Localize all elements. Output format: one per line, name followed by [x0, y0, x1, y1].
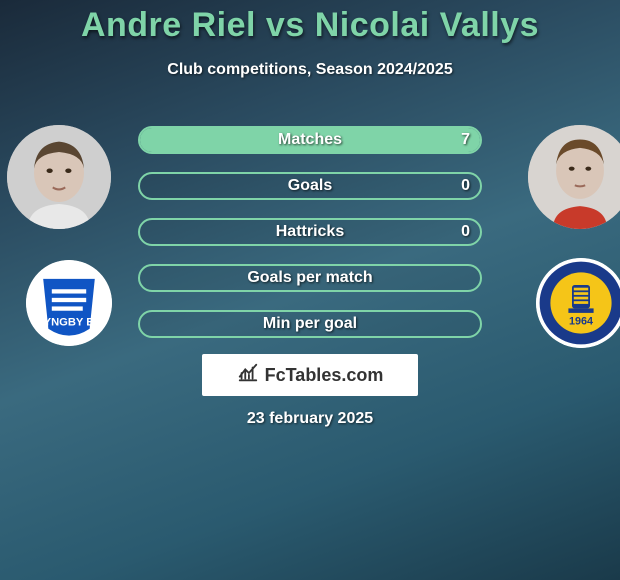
stat-row: Matches 7 [138, 126, 482, 154]
page-title: Andre Riel vs Nicolai Vallys [0, 0, 620, 45]
date-text: 23 february 2025 [0, 410, 620, 428]
club-right-logo: 1964 [536, 258, 620, 348]
stat-label: Min per goal [140, 312, 480, 336]
stat-label: Goals [140, 174, 480, 198]
svg-text:YNGBY B: YNGBY B [44, 316, 95, 328]
stat-row: Hattricks 0 [138, 218, 482, 246]
stat-value-right: 0 [451, 174, 480, 198]
club-left-logo: YNGBY B [26, 260, 112, 346]
stat-bars: Matches 7 Goals 0 Hattricks 0 Goals per … [138, 126, 482, 356]
club-right-year: 1964 [569, 316, 593, 328]
stat-row: Min per goal [138, 310, 482, 338]
attribution-text: FcTables.com [265, 365, 384, 386]
chart-icon [237, 362, 259, 389]
stat-value-right [460, 312, 480, 336]
stat-row: Goals per match [138, 264, 482, 292]
stat-label: Hattricks [140, 220, 480, 244]
stat-row: Goals 0 [138, 172, 482, 200]
stat-value-right: 0 [451, 220, 480, 244]
stat-value-right [460, 266, 480, 290]
stat-label: Matches [140, 128, 480, 152]
player-left-avatar [7, 125, 111, 229]
stat-label: Goals per match [140, 266, 480, 290]
player-right-avatar [528, 125, 620, 229]
stat-value-right: 7 [451, 128, 480, 152]
attribution-box: FcTables.com [202, 354, 418, 396]
page-subtitle: Club competitions, Season 2024/2025 [0, 61, 620, 79]
